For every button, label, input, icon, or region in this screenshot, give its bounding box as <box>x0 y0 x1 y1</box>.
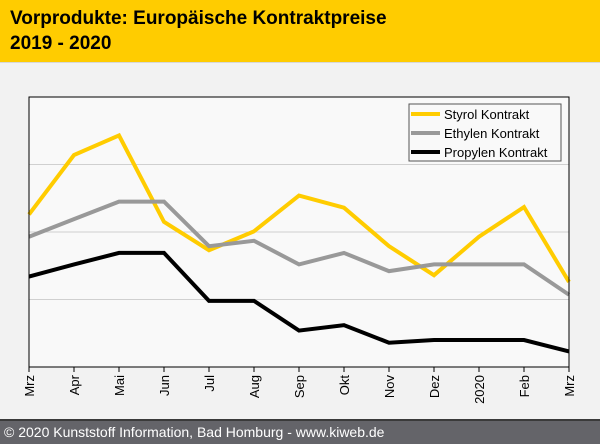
x-tick-label: Mai <box>112 375 127 396</box>
x-tick-label: Jul <box>202 375 217 392</box>
copyright-text: © 2020 Kunststoff Information, Bad Hombu… <box>4 424 385 440</box>
x-tick-label: Jun <box>157 375 172 396</box>
x-tick-label: Sep <box>292 375 307 398</box>
chart-subtitle: 2019 - 2020 <box>10 33 112 54</box>
x-tick-label: Feb <box>517 375 532 397</box>
x-tick-label: Apr <box>67 374 82 395</box>
chart-header: Vorprodukte: Europäische Kontraktpreise … <box>0 0 600 62</box>
x-tick-label: Mrz <box>562 375 577 397</box>
x-tick-label: Okt <box>337 375 352 396</box>
x-tick-label: 2020 <box>472 375 487 404</box>
legend-label-styrol: Styrol Kontrakt <box>444 107 530 122</box>
x-tick-label: Mrz <box>22 375 37 397</box>
chart-title: Vorprodukte: Europäische Kontraktpreise <box>10 8 387 29</box>
x-tick-label: Aug <box>247 375 262 398</box>
legend: Styrol Kontrakt Ethylen Kontrakt Propyle… <box>408 103 562 162</box>
footer: © 2020 Kunststoff Information, Bad Hombu… <box>0 419 600 444</box>
legend-label-ethylen: Ethylen Kontrakt <box>444 126 540 141</box>
legend-label-propylen: Propylen Kontrakt <box>444 145 548 160</box>
x-tick-label: Nov <box>382 375 397 399</box>
chart-area: Mrz Apr Mai Jun Jul Aug Sep Okt Nov Dez 2020 Feb Mrz… <box>0 62 600 420</box>
line-chart: Mrz Apr Mai Jun Jul Aug Sep Okt Nov Dez 2020 Feb Mrz… <box>22 96 577 404</box>
x-tick-label: Dez <box>427 375 442 398</box>
